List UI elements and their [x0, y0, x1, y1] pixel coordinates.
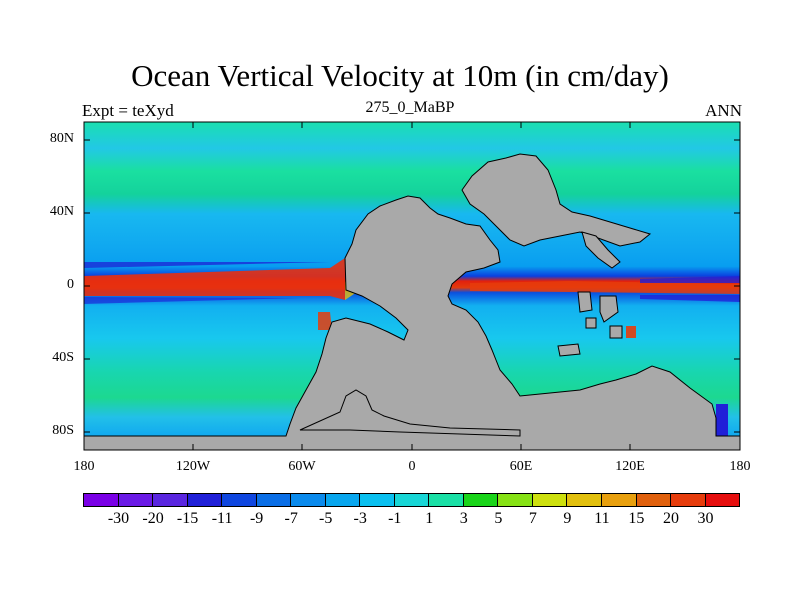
colorbar-label: -30: [107, 510, 130, 527]
equatorial-downwelling-east-south: [640, 295, 740, 302]
colorbar-box: [186, 493, 223, 507]
colorbar-label: 1: [425, 510, 434, 527]
colorbar-label: -9: [249, 510, 264, 527]
colorbar-box: [359, 493, 395, 507]
lat-label-0: 0: [67, 277, 74, 292]
colorbar-label: 3: [459, 510, 468, 527]
lon-label-120w: 120W: [175, 459, 211, 474]
lon-label-180-east: 180: [729, 459, 751, 474]
colorbar-label: -20: [142, 510, 164, 527]
colorbar-box: [221, 493, 257, 507]
island-east-arc: [581, 231, 621, 269]
colorbar-label: -7: [284, 510, 298, 527]
equatorial-downwelling-east-north: [640, 276, 740, 283]
colorbar-box: [531, 493, 568, 507]
upwelling-spot-east: [626, 326, 636, 338]
colorbar-label: -11: [211, 510, 233, 527]
colorbar-box: [670, 493, 706, 507]
island-small-4: [609, 325, 623, 339]
colorbar-label: -1: [388, 510, 402, 527]
colorbar-box: [497, 493, 533, 507]
experiment-label: Expt = teXyd: [82, 101, 174, 120]
lon-label-180-west: 180: [73, 459, 95, 474]
equatorial-upwelling-west: [84, 258, 345, 300]
colorbar-label: 9: [563, 510, 572, 527]
colorbar-box: [566, 493, 602, 507]
downwelling-spot-southeast: [716, 404, 728, 438]
colorbar-label: 30: [697, 510, 714, 527]
map-title: Ocean Vertical Velocity at 10m (in cm/da…: [131, 58, 669, 93]
colorbar-box: [255, 493, 292, 507]
colorbar-label: -15: [176, 510, 199, 527]
equatorial-downwelling-north-west: [84, 262, 330, 268]
continent-main: [84, 195, 740, 450]
colorbar-box: [152, 493, 188, 507]
lon-label-60w: 60W: [288, 459, 316, 474]
colorbar-box: [600, 493, 637, 507]
colorbar: [83, 493, 741, 507]
lat-label-40n: 40N: [49, 204, 74, 219]
colorbar-label: -3: [353, 510, 367, 527]
island-small-3: [557, 343, 581, 357]
season-label: ANN: [705, 101, 742, 120]
axis-ticks: [83, 122, 741, 450]
colorbar-label: 5: [494, 510, 503, 527]
period-label: 275_0_MaBP: [365, 99, 455, 116]
colorbar-label: 11: [594, 510, 610, 527]
plot-area: [84, 122, 740, 450]
lat-label-80s: 80S: [52, 423, 74, 438]
island-small-5: [585, 317, 597, 329]
lat-label-80n: 80N: [49, 131, 74, 146]
colorbar-box: [428, 493, 464, 507]
colorbar-box: [290, 493, 326, 507]
colorbar-box: [117, 493, 154, 507]
colorbar-label: 7: [528, 510, 537, 527]
lat-label-40s: 40S: [52, 350, 74, 365]
colorbar-box: [324, 493, 361, 507]
colorbar-box: [635, 493, 672, 507]
continent-south-lobe: [299, 389, 521, 437]
equatorial-upwelling-east: [470, 281, 740, 294]
lon-label-60e: 60E: [509, 459, 533, 474]
colorbar-label: -5: [319, 510, 333, 527]
island-small-2: [599, 295, 619, 323]
colorbar-box: [393, 493, 430, 507]
coastal-upwelling-spot: [318, 312, 332, 330]
colorbar-label: 20: [662, 510, 679, 527]
continent-northeast: [461, 153, 652, 247]
lon-label-0: 0: [408, 459, 416, 474]
colorbar-label: 15: [628, 510, 645, 527]
island-small-1: [577, 291, 593, 313]
colorbar-box: [462, 493, 499, 507]
lon-label-120e: 120E: [615, 459, 645, 474]
equatorial-downwelling-south-west: [84, 297, 300, 304]
colorbar-box: [704, 493, 741, 507]
colorbar-box: [83, 493, 119, 507]
